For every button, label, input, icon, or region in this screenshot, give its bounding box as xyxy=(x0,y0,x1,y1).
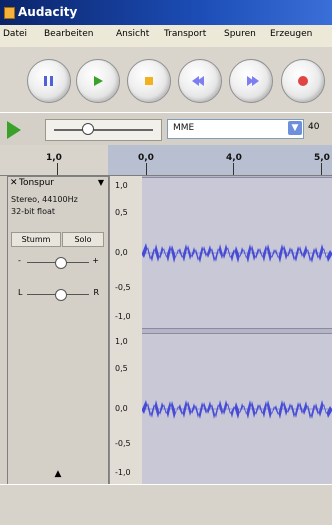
skip-start-button[interactable] xyxy=(178,59,222,103)
waveform-bottom xyxy=(142,400,332,419)
waveform-top xyxy=(142,243,332,263)
pan-slider[interactable]: L R xyxy=(11,285,101,303)
skip-end-icon xyxy=(247,76,259,86)
menu-transport[interactable]: Transport xyxy=(164,29,207,39)
gain-plus-label: + xyxy=(92,256,99,265)
slider-track xyxy=(54,129,153,131)
status-bar xyxy=(0,484,332,525)
scale-label: 0,0 xyxy=(115,248,128,257)
track-menu-button[interactable]: ▼ xyxy=(97,178,104,187)
menu-spuren[interactable]: Spuren xyxy=(224,29,256,39)
track-format: Stereo, 44100Hz xyxy=(11,195,78,204)
collapse-track-icon[interactable]: ▲ xyxy=(54,469,62,479)
solo-button[interactable]: Solo xyxy=(62,232,104,247)
bottom-channel[interactable] xyxy=(142,333,332,485)
audio-host-value: MME xyxy=(173,123,195,133)
track-control-panel: ✕ Tonspur ▼ Stereo, 44100Hz 32-bit float… xyxy=(7,176,109,486)
pan-left-label: L xyxy=(18,288,23,297)
ruler-tick xyxy=(57,163,58,175)
app-icon xyxy=(4,7,15,19)
menu-datei[interactable]: Datei xyxy=(3,29,28,39)
gain-slider-thumb[interactable] xyxy=(55,257,67,269)
top-channel[interactable] xyxy=(142,177,332,329)
stop-button[interactable] xyxy=(127,59,171,103)
gain-slider[interactable]: - + xyxy=(11,253,101,271)
track-name[interactable]: Tonspur xyxy=(19,178,54,188)
scale-label: -1,0 xyxy=(115,312,131,321)
slider-thumb[interactable] xyxy=(82,123,94,135)
ruler-label: 5,0 xyxy=(314,153,330,163)
pan-right-label: R xyxy=(93,288,99,297)
play-meter-icon xyxy=(7,121,21,139)
scale-label: 0,0 xyxy=(115,404,128,413)
transport-toolbar xyxy=(0,47,332,112)
stop-icon xyxy=(145,77,153,85)
ruler-tick xyxy=(146,163,147,175)
pause-button[interactable] xyxy=(27,59,71,103)
audio-host-select[interactable]: MME ▼ xyxy=(167,119,304,139)
mute-button[interactable]: Stumm xyxy=(11,232,61,247)
vertical-scale: 1,0 0,5 0,0 -0,5 -1,0 1,0 0,5 0,0 -0,5 -… xyxy=(109,176,144,484)
record-button[interactable] xyxy=(281,59,325,103)
track-bit-depth: 32-bit float xyxy=(11,207,56,216)
chevron-down-icon[interactable]: ▼ xyxy=(288,121,302,135)
ruler-label: 0,0 xyxy=(138,153,154,163)
timeline-ruler: 1,0 0,0 4,0 5,0 xyxy=(0,145,332,176)
title-bar: Audacity xyxy=(0,0,332,25)
scale-label: -1,0 xyxy=(115,468,131,477)
ruler-selection-area xyxy=(108,145,332,175)
ruler-left-area xyxy=(0,145,108,175)
skip-end-button[interactable] xyxy=(229,59,273,103)
scale-label: -0,5 xyxy=(115,439,131,448)
ruler-tick xyxy=(321,163,322,175)
scale-label: 1,0 xyxy=(115,181,128,190)
mixer-toolbar: MME ▼ 40 xyxy=(0,112,332,147)
menu-erzeugen[interactable]: Erzeugen xyxy=(270,29,313,39)
scale-label: 0,5 xyxy=(115,208,128,217)
ruler-label: 4,0 xyxy=(226,153,242,163)
menu-ansicht[interactable]: Ansicht xyxy=(116,29,150,39)
record-icon xyxy=(298,76,308,86)
rate-label: 40 xyxy=(308,122,320,132)
play-button[interactable] xyxy=(76,59,120,103)
scale-label: 0,5 xyxy=(115,364,128,373)
ruler-tick xyxy=(233,163,234,175)
pause-icon xyxy=(44,76,53,86)
gain-minus-label: - xyxy=(18,256,21,265)
scale-label: -0,5 xyxy=(115,283,131,292)
ruler-label: 1,0 xyxy=(46,153,62,163)
play-icon xyxy=(94,76,103,86)
close-track-icon[interactable]: ✕ xyxy=(10,178,18,188)
skip-start-icon xyxy=(192,76,204,86)
waveform-area[interactable] xyxy=(142,176,332,485)
scale-label: 1,0 xyxy=(115,337,128,346)
menu-bar: Datei Bearbeiten Ansicht Transport Spure… xyxy=(0,25,332,48)
window-title: Audacity xyxy=(18,5,78,19)
output-volume-slider[interactable] xyxy=(45,119,162,141)
menu-bearbeiten[interactable]: Bearbeiten xyxy=(44,29,94,39)
pan-slider-thumb[interactable] xyxy=(55,289,67,301)
